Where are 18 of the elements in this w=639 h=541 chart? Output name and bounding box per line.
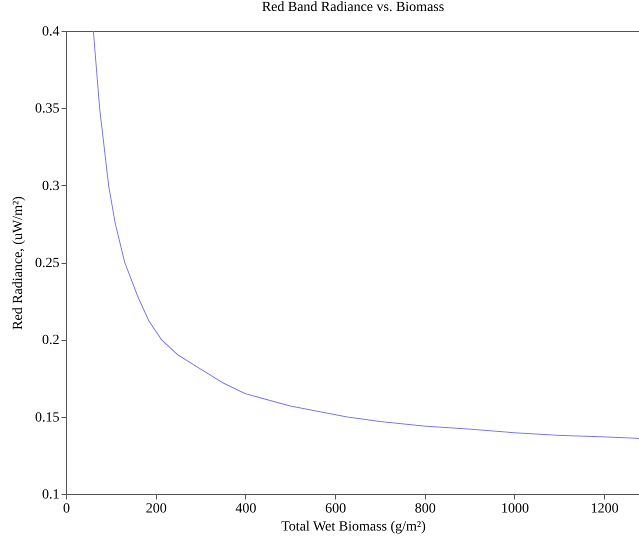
x-tick-label: 1000 bbox=[500, 502, 529, 516]
x-tick-label: 1200 bbox=[590, 502, 619, 516]
y-tick-label: 0.25 bbox=[35, 256, 60, 271]
chart-title: Red Band Radiance vs. Biomass bbox=[262, 0, 444, 15]
x-tick-label: 0 bbox=[63, 502, 70, 516]
x-tick-label: 600 bbox=[325, 502, 346, 516]
line-series bbox=[92, 30, 639, 439]
x-tick-label: 400 bbox=[235, 502, 256, 516]
y-tick-label: 0.1 bbox=[42, 488, 60, 502]
y-tick-label: 0.4 bbox=[42, 24, 60, 40]
y-tick-label: 0.2 bbox=[42, 333, 60, 348]
x-tick-label: 200 bbox=[146, 502, 167, 516]
y-axis-title: Red Radiance, (uW/m²) bbox=[11, 196, 26, 330]
x-tick-label: 800 bbox=[414, 502, 436, 516]
y-tick-label: 0.35 bbox=[35, 102, 60, 117]
y-tick-label: 0.15 bbox=[35, 410, 60, 426]
x-axis-title: Total Wet Biomass (g/m²) bbox=[281, 520, 426, 534]
y-tick-label: 0.3 bbox=[42, 178, 60, 194]
